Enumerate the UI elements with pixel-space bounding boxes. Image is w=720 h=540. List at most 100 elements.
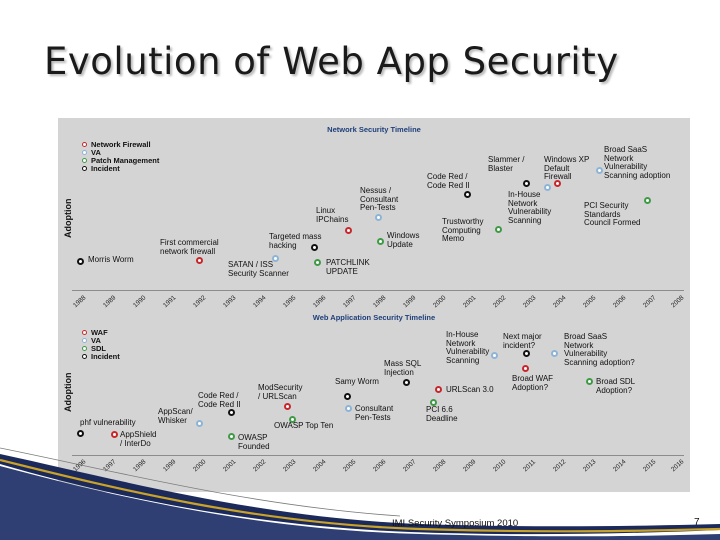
legend-item-waf: WAF bbox=[82, 327, 120, 337]
event-windows-xp-firewall: Windows XP Default Firewall bbox=[544, 155, 590, 181]
va-marker-icon bbox=[596, 167, 603, 174]
va-marker-icon bbox=[491, 352, 498, 359]
year-tick: 1994 bbox=[252, 294, 268, 310]
webapp-x-axis bbox=[72, 455, 684, 456]
legend-label: Incident bbox=[91, 351, 120, 361]
legend-item-incident: Incident bbox=[82, 351, 120, 361]
event-modsecurity-urlscan: ModSecurity / URLScan bbox=[258, 383, 303, 401]
blue-circle-icon bbox=[82, 149, 87, 155]
black-circle-icon bbox=[82, 165, 87, 171]
year-tick: 2002 bbox=[492, 294, 508, 310]
event-pci-66-deadline: PCI 6.6 Deadline bbox=[426, 405, 458, 423]
incident-marker-icon bbox=[77, 430, 84, 437]
legend-label: VA bbox=[91, 147, 101, 157]
event-targeted-mass-hacking: Targeted mass hacking bbox=[269, 232, 322, 250]
red-circle-icon bbox=[82, 141, 87, 147]
va-marker-icon bbox=[375, 214, 382, 221]
year-tick: 1989 bbox=[102, 294, 118, 310]
slide-title: Evolution of Web App Security bbox=[44, 40, 619, 83]
year-tick: 2003 bbox=[522, 294, 538, 310]
year-tick: 2000 bbox=[432, 294, 448, 310]
legend-item-network-firewall: Network Firewall bbox=[82, 139, 159, 149]
event-mass-sql-injection: Mass SQL Injection bbox=[384, 359, 422, 377]
event-code-red: Code Red / Code Red II bbox=[427, 172, 470, 190]
patch-marker-icon bbox=[495, 226, 502, 233]
network-timeline-title: Network Security Timeline bbox=[327, 125, 421, 134]
event-nessus: Nessus / Consultant Pen-Tests bbox=[360, 186, 399, 212]
incident-marker-icon bbox=[403, 379, 410, 386]
decorative-swoosh bbox=[0, 447, 720, 540]
event-broad-sdl-adoption: Broad SDL Adoption? bbox=[596, 377, 636, 395]
event-owasp-founded: OWASP Founded bbox=[238, 433, 270, 451]
va-marker-icon bbox=[272, 255, 279, 262]
legend-item-va: VA bbox=[82, 147, 159, 157]
green-circle-icon bbox=[82, 345, 87, 351]
patch-marker-icon bbox=[377, 238, 384, 245]
event-windows-update: Windows Update bbox=[387, 231, 420, 249]
year-tick: 1995 bbox=[282, 294, 298, 310]
webapp-legend: WAF VA SDL Incident bbox=[82, 327, 120, 361]
firewall-marker-icon bbox=[554, 180, 561, 187]
event-broad-waf-adoption: Broad WAF Adoption? bbox=[512, 374, 554, 392]
event-urlscan-3: URLScan 3.0 bbox=[446, 385, 494, 394]
year-tick: 1996 bbox=[312, 294, 328, 310]
network-timeline-panel: Network Security Timeline Adoption Netwo… bbox=[58, 118, 690, 312]
legend-item-incident: Incident bbox=[82, 164, 159, 173]
year-tick: 1998 bbox=[372, 294, 388, 310]
waf-marker-icon bbox=[435, 386, 442, 393]
network-legend: Network Firewall VA Patch Management Inc… bbox=[82, 139, 160, 173]
legend-label: SDL bbox=[91, 343, 106, 353]
year-tick: 1993 bbox=[222, 294, 238, 310]
incident-marker-icon bbox=[344, 393, 351, 400]
network-y-axis-label: Adoption bbox=[63, 198, 73, 239]
event-broad-saas-webapp: Broad SaaS Network Vulnerability Scannin… bbox=[564, 332, 635, 367]
legend-label: Network Firewall bbox=[91, 139, 151, 149]
network-x-axis bbox=[72, 290, 684, 291]
event-patchlink-update: PATCHLINK UPDATE bbox=[326, 258, 370, 276]
green-circle-icon bbox=[82, 157, 87, 163]
firewall-marker-icon bbox=[345, 227, 352, 234]
incident-marker-icon bbox=[228, 409, 235, 416]
event-linux-ipchains: Linux IPChains bbox=[316, 206, 349, 224]
incident-marker-icon bbox=[311, 244, 318, 251]
patch-marker-icon bbox=[314, 259, 321, 266]
legend-item-patch-management: Patch Management bbox=[82, 155, 160, 165]
event-inhouse-network-scanning: In-House Network Vulnerability Scanning bbox=[508, 190, 552, 225]
legend-label: WAF bbox=[91, 327, 108, 337]
event-morris-worm: Morris Worm bbox=[88, 255, 134, 264]
va-marker-icon bbox=[345, 405, 352, 412]
webapp-timeline-panel: Web Application Security Timeline Adopti… bbox=[58, 312, 690, 492]
footer-text: IMI Security Symposium 2010 bbox=[392, 518, 519, 529]
event-phf-vulnerability: phf vulnerability bbox=[80, 418, 136, 427]
event-trustworthy-computing: Trustworthy Computing Memo bbox=[442, 217, 484, 243]
legend-item-va: VA bbox=[82, 335, 120, 345]
incident-marker-icon bbox=[464, 191, 471, 198]
incident-marker-icon bbox=[523, 350, 530, 357]
event-samy-worm: Samy Worm bbox=[335, 377, 379, 386]
event-appshield-interdo: AppShield / InterDo bbox=[120, 430, 157, 448]
incident-marker-icon bbox=[523, 180, 530, 187]
event-slammer-blaster: Slammer / Blaster bbox=[488, 155, 525, 173]
blue-circle-icon bbox=[82, 337, 87, 343]
legend-label: VA bbox=[91, 335, 101, 345]
page-number: 7 bbox=[694, 517, 700, 528]
event-owasp-top-ten: OWASP Top Ten bbox=[274, 421, 334, 430]
legend-label: Patch Management bbox=[91, 155, 160, 165]
va-marker-icon bbox=[196, 420, 203, 427]
year-tick: 1988 bbox=[72, 294, 88, 310]
webapp-timeline-title: Web Application Security Timeline bbox=[312, 313, 436, 322]
year-tick: 2007 bbox=[642, 294, 658, 310]
event-inhouse-webapp-scanning: In-House Network Vulnerability Scanning bbox=[446, 330, 490, 365]
waf-marker-icon bbox=[284, 403, 291, 410]
sdl-marker-icon bbox=[586, 378, 593, 385]
legend-item-sdl: SDL bbox=[82, 343, 120, 353]
black-circle-icon bbox=[82, 353, 87, 359]
year-tick: 2008 bbox=[670, 294, 686, 310]
year-tick: 1990 bbox=[132, 294, 148, 310]
event-next-major-incident: Next major incident? bbox=[503, 332, 542, 350]
sdl-marker-icon bbox=[430, 399, 437, 406]
event-consultant-pen-tests: Consultant Pen-Tests bbox=[355, 404, 394, 422]
year-tick: 2006 bbox=[612, 294, 628, 310]
event-first-commercial-firewall: First commercial network firewall bbox=[160, 238, 219, 256]
year-tick: 1999 bbox=[402, 294, 418, 310]
